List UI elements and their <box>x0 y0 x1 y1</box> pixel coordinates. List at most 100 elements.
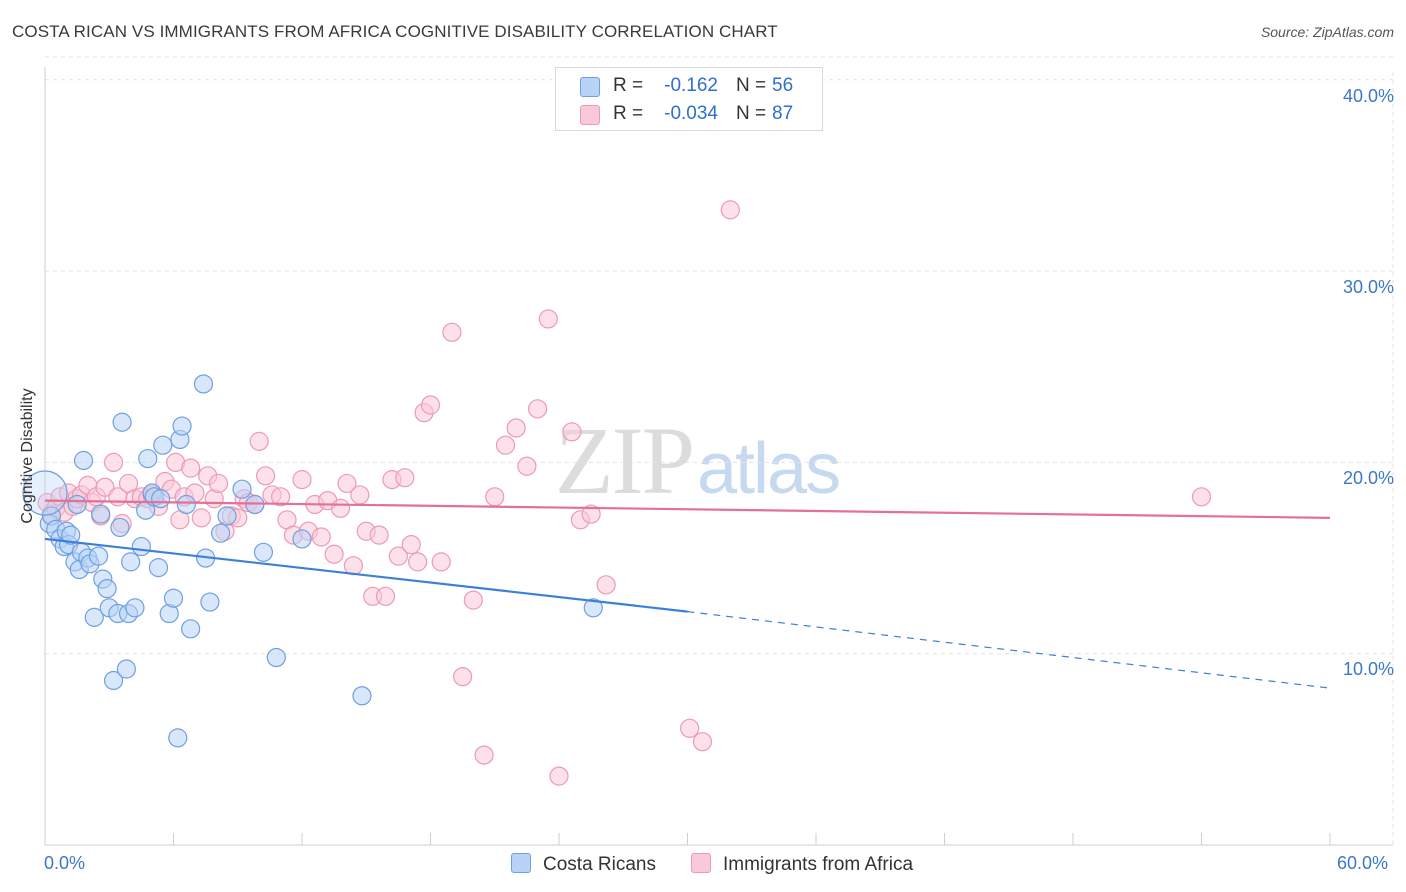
data-point <box>217 506 237 526</box>
data-point <box>95 477 115 497</box>
legend-row-costa-ricans: R = -0.162 N = 56 <box>556 72 822 100</box>
bottom-legend-label: Immigrants from Africa <box>723 854 914 875</box>
data-point <box>474 745 494 765</box>
data-point <box>255 466 276 486</box>
data-point <box>506 418 526 438</box>
chart-title: COSTA RICAN VS IMMIGRANTS FROM AFRICA CO… <box>12 22 778 41</box>
data-point <box>583 598 603 618</box>
data-point <box>176 494 196 515</box>
correlation-legend: R = -0.162 N = 56 R = -0.034 N = 87 <box>555 67 823 131</box>
data-point <box>84 607 104 627</box>
data-point <box>442 322 462 342</box>
data-point <box>292 529 312 549</box>
data-point <box>232 479 252 499</box>
data-point <box>692 732 713 752</box>
data-point <box>110 517 130 538</box>
trend-line-immigrants-from-africa <box>44 499 1331 519</box>
data-point <box>168 728 188 748</box>
data-point <box>172 416 192 436</box>
data-point <box>517 456 537 476</box>
data-point <box>369 525 389 545</box>
data-point <box>453 667 473 687</box>
legend-r-label: R = <box>613 75 644 96</box>
legend-n-label: N = <box>736 103 767 124</box>
data-point <box>562 422 582 442</box>
data-point <box>253 542 274 562</box>
y-tick-label-40: 40.0% <box>1342 86 1394 106</box>
data-point <box>61 525 81 545</box>
legend-r-label: R = <box>613 103 644 124</box>
bottom-legend-label: Costa Ricans <box>543 854 656 875</box>
data-point-large <box>22 470 68 516</box>
data-point <box>249 431 269 451</box>
trend-lines <box>44 499 1331 689</box>
data-point <box>211 523 231 543</box>
y-tick-label-20: 20.0% <box>1342 468 1394 488</box>
data-point <box>420 395 441 415</box>
data-point <box>67 494 87 515</box>
data-point <box>193 374 214 394</box>
source-note: Source: ZipAtlas.com <box>1260 24 1394 40</box>
bottom-legend-swatch-pink <box>691 853 711 873</box>
data-point <box>103 452 124 472</box>
trend-line-costa-ricans <box>44 537 688 613</box>
data-point <box>200 592 220 612</box>
y-axis-label: Cognitive Disability <box>19 388 36 524</box>
legend-n-value: 87 <box>772 103 794 124</box>
data-point <box>324 544 344 564</box>
data-point <box>401 535 421 555</box>
data-point <box>138 448 158 469</box>
watermark: ZIPatlas <box>555 405 841 516</box>
data-point <box>125 598 145 618</box>
data-point <box>292 470 312 490</box>
legend-r-value: -0.034 <box>664 103 718 124</box>
data-point <box>408 552 428 572</box>
axes <box>44 67 1393 846</box>
data-point <box>208 473 229 494</box>
grid-lines <box>45 56 1394 845</box>
data-point <box>375 586 396 606</box>
bottom-legend-swatch-blue <box>511 853 531 873</box>
data-point <box>116 659 136 679</box>
data-point <box>181 458 201 478</box>
bottom-legend-immigrants: Immigrants from Africa <box>691 853 913 876</box>
data-point <box>495 435 516 455</box>
data-point <box>97 579 117 599</box>
data-point <box>395 468 415 488</box>
data-point <box>352 686 372 706</box>
data-point <box>337 473 357 494</box>
data-point <box>388 546 408 566</box>
data-point <box>131 536 151 557</box>
legend-swatch-blue <box>580 77 600 97</box>
legend-n-value: 56 <box>772 75 794 96</box>
data-point <box>581 504 601 524</box>
legend-swatch-pink <box>580 105 600 125</box>
series-immigrants-from-africa <box>37 200 1212 786</box>
bottom-legend-costa-ricans: Costa Ricans <box>511 853 656 876</box>
data-point <box>163 588 184 608</box>
data-point <box>266 647 286 668</box>
data-point <box>91 504 111 524</box>
data-point <box>596 575 616 595</box>
legend-r-value: -0.162 <box>664 75 718 96</box>
data-point <box>431 552 451 572</box>
data-point <box>148 558 169 578</box>
data-point <box>103 670 124 691</box>
legend-row-immigrants-from-africa: R = -0.034 N = 87 <box>556 100 822 128</box>
data-point <box>121 552 141 572</box>
x-tick-label-max: 60.0% <box>1337 853 1389 873</box>
data-point <box>527 399 548 419</box>
data-point <box>720 200 740 220</box>
data-point <box>538 309 558 329</box>
data-point <box>181 619 201 639</box>
data-point <box>1191 487 1212 507</box>
watermark-atlas: atlas <box>697 429 841 509</box>
data-point <box>153 435 173 455</box>
data-point <box>330 498 351 518</box>
data-point <box>151 489 171 509</box>
data-point <box>463 590 483 610</box>
data-point <box>549 766 569 786</box>
data-point <box>73 450 94 471</box>
x-tick-label-min: 0.0% <box>44 853 86 873</box>
